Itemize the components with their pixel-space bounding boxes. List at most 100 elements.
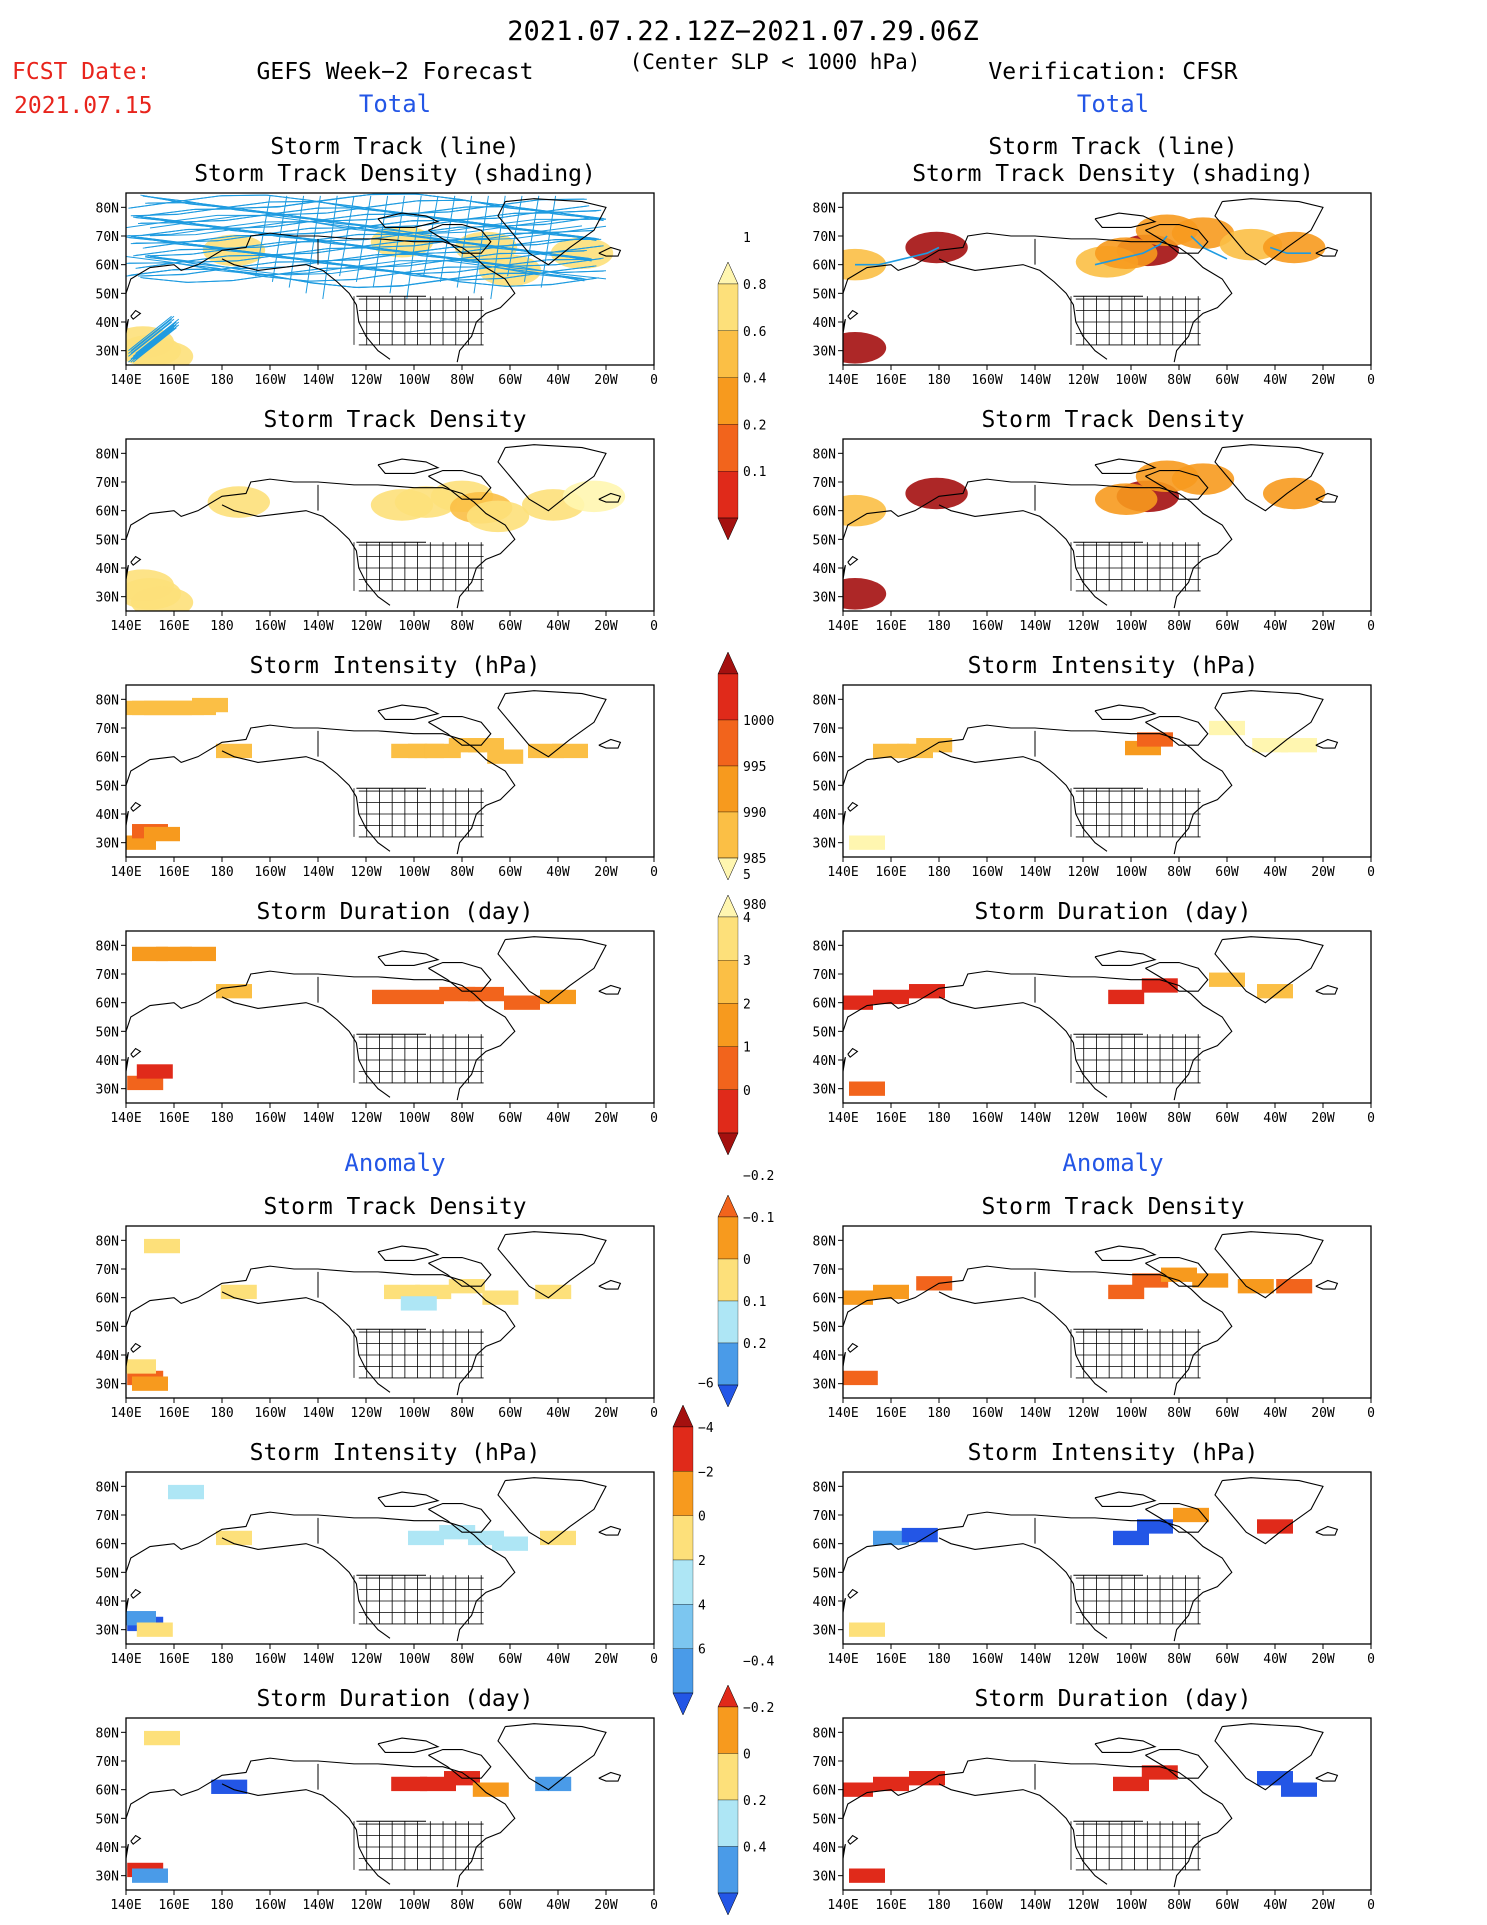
x-tick-label: 80W [450, 1111, 474, 1126]
grid-cell [873, 1530, 909, 1546]
colorbar-end [717, 651, 739, 675]
grid-cell [535, 1284, 572, 1300]
y-tick-label: 40N [96, 808, 119, 823]
panel-title: Storm Track (line) [988, 134, 1237, 160]
colorbar-segment [717, 1258, 739, 1302]
x-tick-label: 120W [350, 1111, 381, 1126]
grid-cell [482, 1290, 519, 1305]
y-tick-label: 50N [813, 1320, 836, 1335]
panel-frame [125, 1225, 655, 1399]
coastline [377, 1491, 440, 1507]
density-cell [843, 578, 887, 610]
colorbar-label: 0.2 [743, 1794, 766, 1809]
x-tick-label: 180 [927, 1406, 950, 1421]
x-tick-label: 180 [927, 373, 950, 388]
x-tick-label: 180 [210, 865, 233, 880]
coastline [843, 970, 1233, 1101]
y-tick-label: 80N [813, 1480, 836, 1495]
x-tick-label: 140W [1019, 1111, 1050, 1126]
x-tick-label: 180 [210, 1406, 233, 1421]
grid-cell [192, 697, 228, 713]
x-tick-label: 140W [1019, 1652, 1050, 1667]
coastline [938, 258, 1108, 360]
x-tick-label: 60W [498, 619, 522, 634]
coastline [843, 1265, 1233, 1396]
x-tick-label: 60W [498, 1898, 522, 1913]
y-tick-label: 50N [96, 1812, 119, 1827]
colorbar-end [717, 261, 739, 285]
coastline [847, 1588, 859, 1599]
x-tick-label: 180 [210, 619, 233, 634]
grid-cell [136, 1622, 173, 1637]
coastline [126, 810, 129, 827]
colorbar-label: −6 [698, 1377, 714, 1392]
panel-content [843, 1723, 1339, 1888]
storm-track [490, 195, 506, 300]
grid-cell [126, 1359, 156, 1374]
x-tick-label: 140E [110, 1898, 141, 1913]
density-cell [843, 332, 887, 364]
storm-track [135, 324, 180, 360]
y-tick-label: 60N [813, 259, 836, 274]
map-panel: 140E 160E 180 160W 140W 120W 100W 80W 60W 40W 20W 0… [96, 930, 658, 1126]
colorbar-segment [717, 1706, 739, 1754]
coastline [130, 309, 142, 320]
x-tick-label: 160W [254, 373, 285, 388]
panel-title: Storm Intensity (hPa) [968, 1440, 1259, 1466]
map-panel: 140E 160E 180 160W 140W 120W 100W 80W 60W 40W 20W 0… [813, 1717, 1375, 1913]
x-tick-label: 40W [1263, 373, 1287, 388]
density-cell [1263, 477, 1326, 510]
y-tick-label: 60N [813, 1292, 836, 1307]
grid-cell [384, 1284, 420, 1300]
colorbar-label: 0 [743, 1253, 751, 1268]
y-tick-label: 80N [96, 693, 119, 708]
x-tick-label: 0 [650, 373, 658, 388]
coastline [126, 1511, 516, 1642]
storm-track [147, 202, 604, 222]
x-tick-label: 0 [1367, 1652, 1375, 1667]
y-tick-label: 80N [96, 1726, 119, 1741]
coastline [1214, 198, 1324, 266]
coastline [843, 1351, 846, 1368]
x-tick-label: 80W [450, 1652, 474, 1667]
x-tick-label: 140W [1019, 865, 1050, 880]
map-panel: 140E 160E 180 160W 140W 120W 100W 80W 60W 40W 20W 0… [96, 684, 658, 880]
x-tick-label: 100W [398, 1652, 429, 1667]
colorbar-label: 2 [743, 997, 751, 1012]
storm-track [305, 195, 321, 294]
x-tick-label: 40W [546, 1406, 570, 1421]
colorbar-segment [717, 1003, 739, 1047]
grid-cell [127, 1075, 164, 1091]
y-tick-label: 40N [813, 1595, 836, 1610]
x-tick-label: 0 [1367, 619, 1375, 634]
x-tick-label: 100W [398, 1898, 429, 1913]
grid-cell [1113, 1776, 1149, 1792]
panel-frame [125, 438, 655, 612]
x-tick-label: 60W [1215, 1111, 1239, 1126]
coastline [428, 715, 492, 746]
storm-track [389, 195, 405, 294]
x-tick-label: 60W [1215, 373, 1239, 388]
grid-cell [1252, 738, 1289, 753]
coastline [1214, 1723, 1324, 1791]
y-tick-label: 80N [96, 201, 119, 216]
colorbar-segment [672, 1604, 694, 1649]
coastline [497, 1231, 607, 1299]
panel-frame [842, 930, 1372, 1104]
colorbar-segment [717, 377, 739, 425]
grid-cell [220, 1284, 257, 1300]
colorbar-segment [717, 1846, 739, 1894]
storm-track [271, 195, 288, 282]
colorbar-end [672, 1404, 694, 1428]
coastline [1145, 961, 1209, 992]
y-tick-label: 80N [813, 201, 836, 216]
x-tick-label: 80W [1167, 865, 1191, 880]
grid-cell [216, 1530, 252, 1546]
x-tick-label: 160E [875, 619, 906, 634]
colorbar-label: 0.2 [743, 1337, 766, 1352]
x-tick-label: 140E [110, 619, 141, 634]
coastline [428, 961, 492, 992]
x-tick-label: 120W [1067, 373, 1098, 388]
colorbar-segment [717, 1089, 739, 1134]
x-tick-label: 40W [1263, 1898, 1287, 1913]
